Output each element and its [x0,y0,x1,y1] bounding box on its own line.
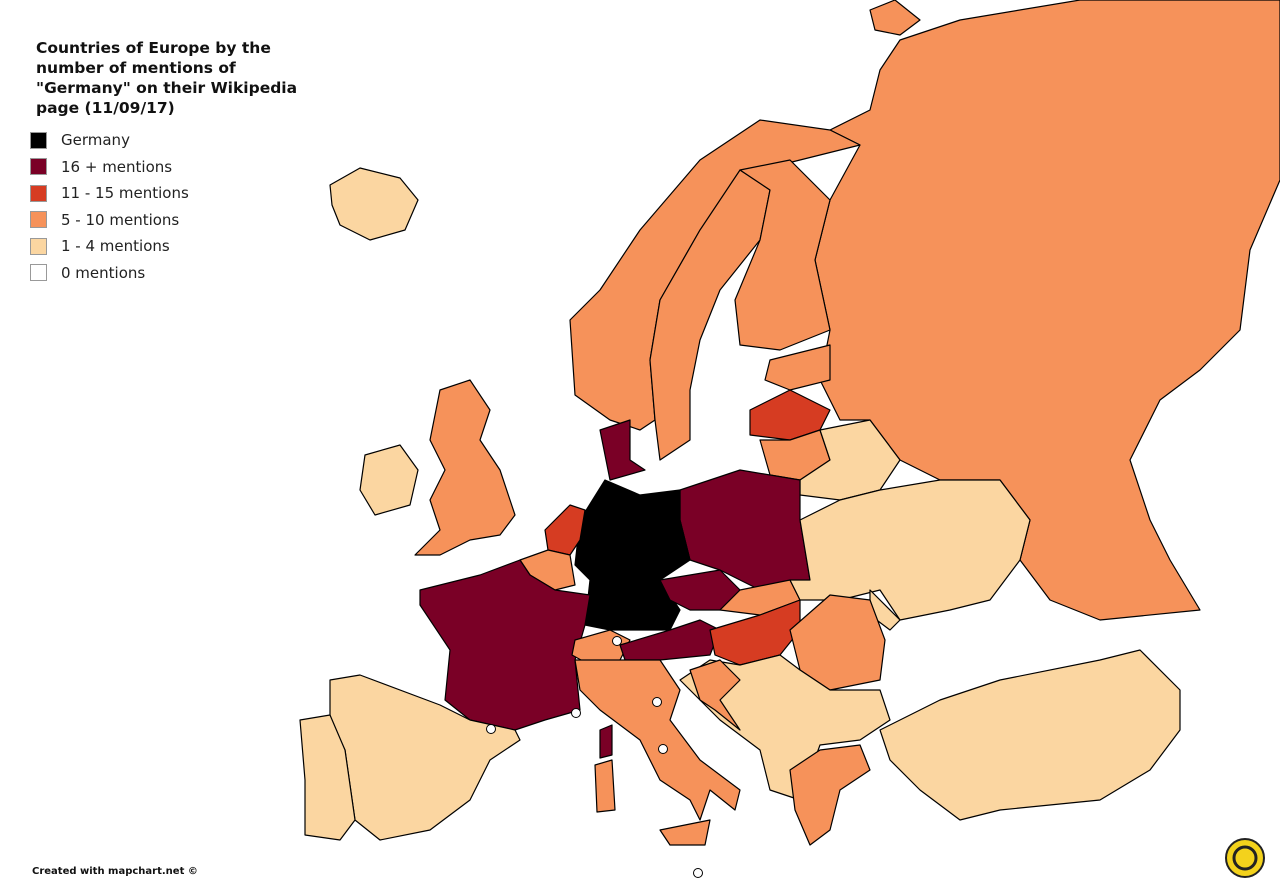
legend-item: 1 - 4 mentions [30,233,189,260]
region [789,744,871,846]
title-line: Countries of Europe by the [36,39,271,57]
region [689,659,741,731]
region [679,469,811,591]
legend-label: 0 mentions [61,263,146,282]
marker [652,697,662,707]
region [329,167,419,241]
legend-swatch [30,264,47,282]
logo [1225,838,1265,878]
region [574,479,691,631]
legend-item: 5 - 10 mentions [30,207,189,234]
legend-swatch [30,184,47,202]
region [419,559,591,731]
region [599,724,613,759]
region [734,159,831,351]
marker [486,724,496,734]
logo-ring [1232,845,1258,871]
legend-item: 11 - 15 mentions [30,180,189,207]
region [414,379,516,556]
legend-swatch [30,211,47,229]
legend-label: 5 - 10 mentions [61,210,180,229]
title-line: "Germany" on their Wikipedia [36,79,298,97]
marker [612,636,622,646]
title-line: number of mentions of [36,59,236,77]
marker [571,708,581,718]
region [594,759,616,813]
credit: Created with mapchart.net © [32,866,198,877]
legend-label: 1 - 4 mentions [61,237,170,256]
region [764,344,831,391]
region [789,479,1031,621]
legend-item: Germany [30,127,189,154]
legend-label: 11 - 15 mentions [61,184,189,203]
legend-item: 16 + mentions [30,154,189,181]
legend-swatch [30,237,47,255]
legend-swatch [30,131,47,149]
legend-swatch [30,158,47,176]
marker [658,744,668,754]
region [869,0,921,36]
legend-label: Germany [61,131,130,150]
region [599,419,646,481]
region [359,444,419,516]
region [879,649,1181,821]
legend-label: 16 + mentions [61,157,173,176]
legend: Germany 16 + mentions 11 - 15 mentions 5 - … [30,127,189,286]
region [679,654,891,801]
title: Countries of Europe by the number of ment… [36,38,297,118]
marker [693,868,703,878]
region [299,714,356,841]
region [709,599,801,666]
region [574,659,741,821]
region [659,819,711,846]
title-line: page (11/09/17) [36,99,175,117]
legend-item: 0 mentions [30,260,189,287]
